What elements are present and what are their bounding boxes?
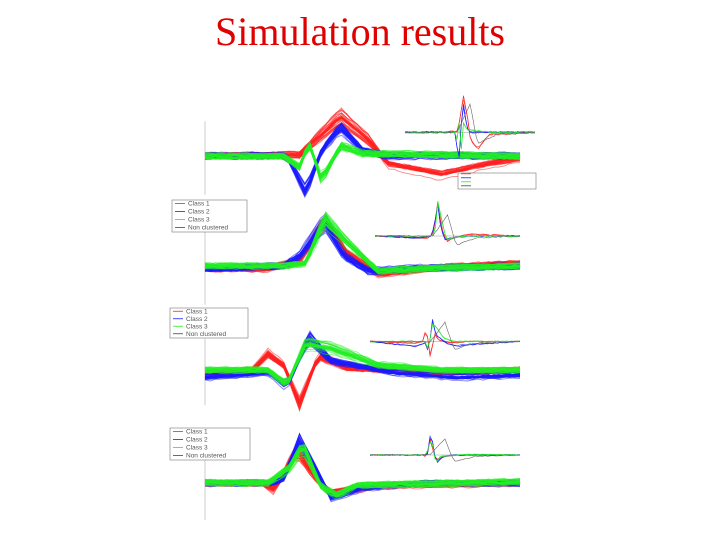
series-class-2-bundle [204,329,521,391]
inset-trace [369,441,521,462]
legend-label: Class 1 [186,308,208,315]
legend-box [171,199,248,233]
legend-label: Class 3 [186,445,208,452]
spike-trace [204,115,521,173]
inset-trace-non-clustered [404,103,536,144]
mean-trace [204,144,521,180]
legend-label: Class 2 [186,437,208,444]
legend-label: Class 2 [186,316,208,323]
inset-mean-waveforms [404,95,536,158]
inset-trace [374,202,520,240]
inset-trace [369,441,521,462]
legend-label: Class 3 [186,323,208,330]
inset-trace-non-clustered [369,321,521,350]
series-class-3-bundle [204,210,521,275]
inset-trace [375,200,521,241]
mean-trace [204,335,520,386]
inset-trace [404,104,536,157]
spike-trace [204,117,521,174]
legend-label: Class 1 [186,429,208,436]
inset-trace [404,103,536,158]
spike-trace [204,354,521,407]
inset-trace [404,99,536,147]
spike-trace [204,458,521,498]
legend-box [457,172,537,190]
inset-trace [370,437,521,463]
inset-trace [369,437,521,462]
inset-trace [369,324,521,349]
spike-trace [204,337,521,387]
legend-box [169,307,249,339]
legend-label: Non clustered [186,453,226,460]
panel-1 [204,95,537,199]
inset-trace [369,319,521,351]
slide-title: Simulation results [215,9,505,54]
inset-trace [369,323,521,350]
series-class-3-bundle [204,140,521,185]
legend-label: Non clustered [186,331,226,338]
legend-label: Non clustered [188,225,228,232]
inset-trace [369,434,520,464]
mean-trace [204,343,521,385]
inset-trace [374,204,521,240]
inset-mean-waveforms [369,319,521,357]
inset-trace [369,442,521,462]
spike-trace [204,218,521,270]
series-class-3-bundle [204,443,521,500]
spike-trace [204,116,521,172]
mean-trace [204,216,521,273]
inset-trace [369,331,521,357]
spike-trace [204,447,521,495]
inset-trace-non-clustered [374,214,521,245]
spike-trace [204,145,521,185]
legend-label: Class 1 [188,201,210,208]
inset-mean-waveforms [374,200,521,245]
spike-trace [204,228,521,274]
inset-trace [369,319,521,351]
spike-trace [204,354,521,411]
inset-mean-waveforms [369,434,521,464]
legend-label: Class 3 [188,217,210,224]
mean-trace [204,447,521,497]
spike-trace [204,142,521,172]
legend [457,172,537,190]
inset-trace [369,323,521,349]
spike-trace [205,338,521,387]
series-class-3-bundle [204,337,521,387]
legend-box [169,427,251,461]
inset-trace [374,204,521,240]
legend-label: Class 2 [188,209,210,216]
inset-trace-non-clustered [369,438,521,462]
spike-trace [205,113,521,175]
